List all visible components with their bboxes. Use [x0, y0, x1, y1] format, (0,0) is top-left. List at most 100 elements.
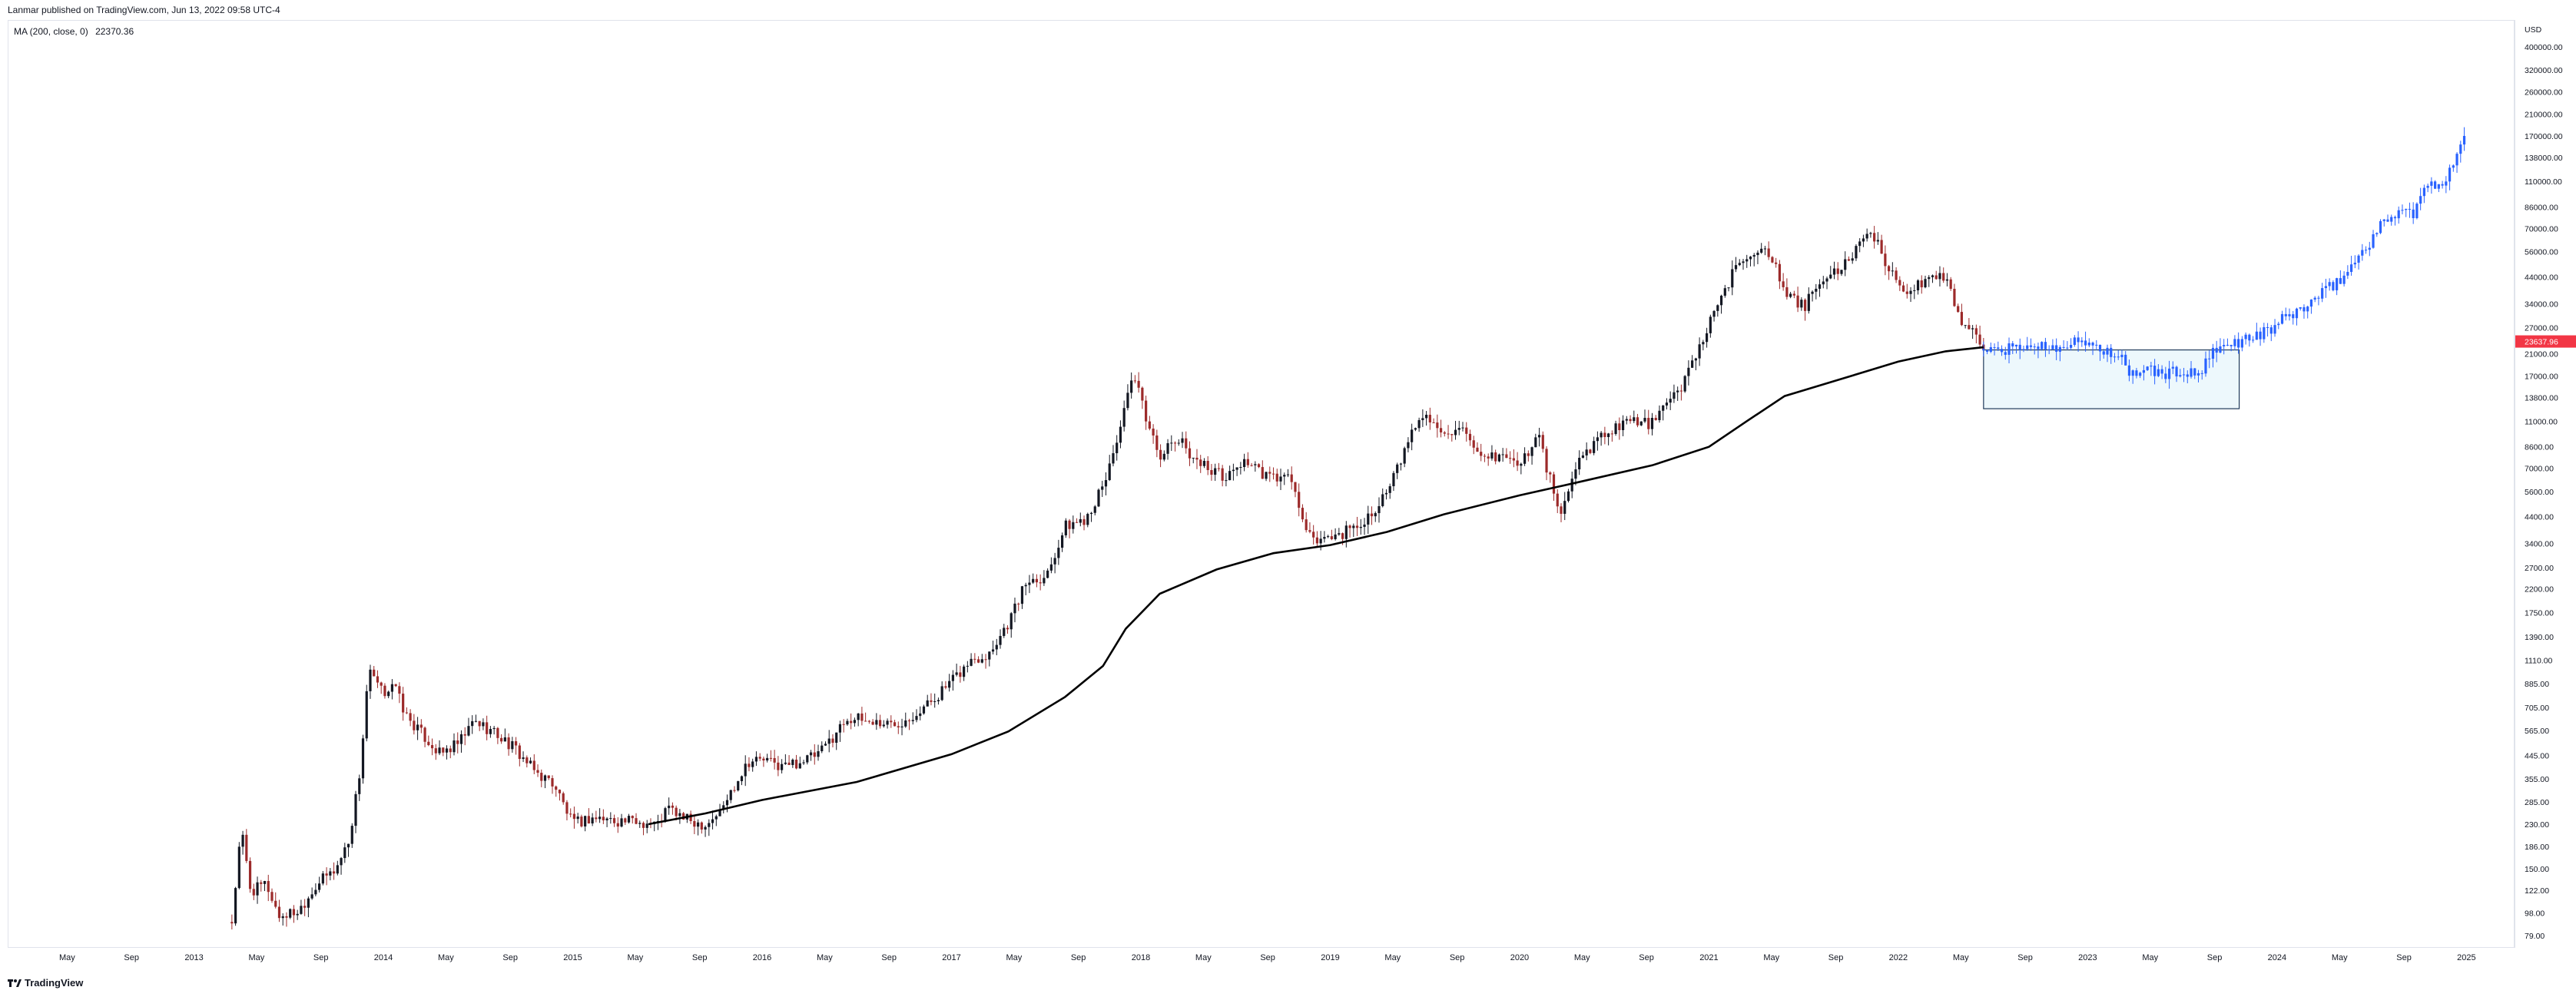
projection-series: [1982, 127, 2466, 389]
price-candle: [1778, 263, 1781, 282]
price-candle: [1319, 538, 1322, 544]
time-axis[interactable]: May Sep 2013 May Sep 2014 May Sep 2015 May Sep 2016…: [8, 948, 2515, 966]
projection-candle: [2280, 313, 2284, 324]
indicator-legend[interactable]: MA (200, close, 0) 22370.36: [14, 26, 134, 37]
price-candle: [1097, 489, 1100, 507]
time-tick-label: Sep: [2017, 953, 2033, 962]
price-candle: [482, 722, 485, 727]
price-candle: [722, 805, 725, 810]
price-candle: [1953, 289, 1956, 306]
price-candle: [1039, 582, 1042, 584]
price-tick-label: 13800.00: [2525, 394, 2558, 403]
price-candle: [496, 727, 499, 738]
price-candle: [991, 649, 995, 652]
price-candle: [365, 691, 368, 739]
price-candle: [463, 734, 466, 736]
projection-candle: [2292, 314, 2295, 319]
price-candle: [1228, 471, 1232, 481]
price-candle: [1709, 316, 1712, 333]
price-candle: [1636, 417, 1639, 426]
price-candle: [809, 752, 813, 756]
projection-candle: [2004, 352, 2007, 355]
time-tick-label: Sep: [1828, 953, 1844, 962]
price-candle: [886, 720, 889, 725]
price-candle: [1403, 448, 1406, 464]
projection-candle: [2164, 373, 2167, 379]
projection-candle: [2361, 250, 2364, 256]
price-candle: [1698, 344, 1701, 359]
time-axis-svg: May Sep 2013 May Sep 2014 May Sep 2015 May Sep 2016…: [59, 953, 2476, 962]
tradingview-logo[interactable]: TradingView: [8, 977, 83, 989]
price-candle: [1417, 419, 1421, 429]
price-candle: [1432, 422, 1435, 423]
projection-candle: [2415, 204, 2419, 219]
projection-candle: [2328, 282, 2331, 287]
price-candle: [1119, 426, 1122, 443]
price-candle: [394, 684, 397, 687]
price-candle: [1384, 492, 1388, 495]
price-candle: [944, 686, 947, 688]
price-candle: [1116, 442, 1119, 454]
price-candle: [806, 755, 809, 763]
projection-candle: [1989, 347, 1992, 353]
price-candle: [241, 834, 244, 847]
projection-candle: [2349, 264, 2353, 273]
projection-candle: [2167, 368, 2171, 379]
price-candle: [354, 793, 357, 826]
price-candle: [1869, 233, 1872, 234]
price-candle: [1855, 246, 1858, 259]
price-candle: [1181, 438, 1184, 443]
price-candle: [1334, 534, 1337, 539]
projection-candle: [2277, 323, 2280, 326]
price-candle: [1610, 433, 1613, 435]
price-axis[interactable]: 79.00 98.00 122.00 150.00 186.00 230.00 285.00…: [2515, 20, 2576, 948]
price-candle: [1086, 514, 1089, 525]
price-candle: [1887, 266, 1891, 272]
price-candle: [1173, 442, 1177, 444]
price-candle: [609, 818, 612, 820]
projection-candle: [2233, 339, 2236, 346]
price-candle: [605, 818, 608, 820]
price-candle: [522, 757, 525, 760]
price-candle: [1323, 537, 1326, 539]
price-candle: [471, 720, 474, 727]
price-tick-label: 8600.00: [2525, 443, 2554, 452]
projection-candle: [2230, 344, 2233, 346]
price-candle: [1254, 464, 1257, 465]
price-candle: [369, 669, 372, 691]
price-candle: [725, 800, 729, 806]
price-candle: [1468, 433, 1472, 441]
price-candle: [1673, 392, 1676, 399]
price-candle: [1032, 578, 1035, 583]
projection-candle: [2459, 144, 2462, 154]
projection-candle: [2353, 263, 2356, 265]
chart-plot-area[interactable]: [8, 20, 2515, 948]
price-candle: [398, 686, 401, 694]
price-candle: [1232, 469, 1235, 472]
candlestick-chart[interactable]: [8, 21, 2514, 947]
price-candle: [1589, 449, 1592, 453]
price-candle: [325, 873, 328, 876]
price-candle: [1199, 459, 1202, 466]
price-candle: [831, 738, 834, 744]
price-candle: [1901, 285, 1905, 292]
price-candle: [904, 720, 907, 727]
projection-candle: [2041, 342, 2044, 349]
time-tick-label: 2018: [1132, 953, 1150, 962]
price-candle: [260, 882, 263, 884]
price-candle: [773, 757, 776, 763]
price-candle: [1261, 467, 1264, 479]
price-candle: [1884, 253, 1887, 267]
projection-candle: [2419, 196, 2422, 204]
price-candle: [507, 737, 510, 750]
time-tick-label: 2014: [374, 953, 393, 962]
price-candle: [1738, 263, 1741, 266]
projection-candle: [2452, 165, 2455, 168]
projection-candle: [2000, 349, 2004, 353]
time-tick-label: Sep: [1450, 953, 1465, 962]
price-candle: [540, 773, 543, 781]
time-tick-label: May: [1763, 953, 1779, 962]
projection-candle: [2179, 375, 2182, 377]
time-tick-label: 2024: [2268, 953, 2286, 962]
price-candle: [970, 658, 973, 666]
